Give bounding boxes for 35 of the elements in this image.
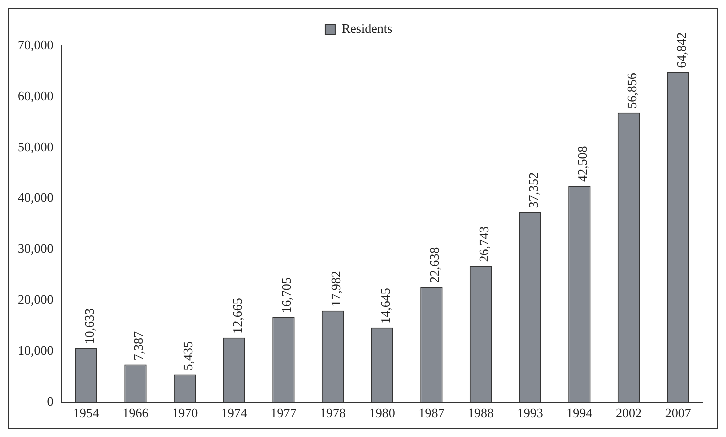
x-tick-label: 1988 [468,406,494,421]
x-tick-label: 1954 [73,406,100,421]
data-label: 37,352 [526,172,541,208]
legend-label: Residents [342,20,393,36]
x-tick-label: 1980 [369,406,396,421]
data-label: 56,856 [624,72,640,109]
data-label: 22,638 [427,247,442,284]
x-tick-label: 1994 [566,406,594,421]
y-tick-label: 70,000 [18,37,54,52]
y-tick-label: 30,000 [18,241,54,256]
data-label: 14,645 [378,288,393,324]
y-tick-label: 10,000 [18,342,54,358]
x-tick-label: 1978 [320,406,346,421]
data-label: 12,665 [230,298,245,334]
data-label: 7,387 [131,331,146,361]
x-tick-label: 2007 [665,406,692,421]
x-tick-label: 2002 [616,406,642,421]
y-tick-label: 60,000 [18,88,54,104]
data-label: 42,508 [575,146,590,182]
x-tick-label: 1974 [221,406,248,421]
data-label: 16,705 [279,278,294,314]
x-tick-label: 1966 [122,406,150,421]
y-tick-label: 50,000 [18,139,54,154]
y-tick-label: 40,000 [18,190,54,206]
y-tick-label: 0 [47,394,54,409]
x-tick-label: 1987 [418,406,446,421]
data-label: 5,435 [180,341,196,371]
data-label: 10,633 [82,308,97,344]
data-label: 17,982 [328,271,344,307]
data-label: 64,842 [674,32,689,68]
x-tick-label: 1993 [517,406,544,421]
x-tick-label: 1970 [172,406,198,421]
x-tick-label: 1977 [270,406,298,421]
data-label: 26,743 [476,226,492,262]
y-tick-label: 20,000 [18,292,54,307]
